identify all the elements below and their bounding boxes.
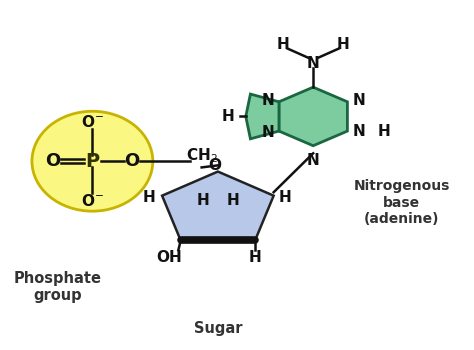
Text: H: H (227, 193, 239, 208)
Text: O$^{-}$: O$^{-}$ (81, 193, 104, 209)
Text: N: N (262, 125, 274, 140)
Text: O: O (45, 152, 61, 170)
Text: N: N (353, 93, 366, 107)
Text: OH: OH (156, 250, 182, 265)
Text: H: H (337, 37, 350, 51)
Text: N: N (307, 153, 319, 168)
Text: H: H (196, 193, 209, 208)
Text: H: H (221, 109, 234, 124)
Polygon shape (162, 172, 273, 240)
Text: N: N (262, 93, 274, 107)
Text: O$^{-}$: O$^{-}$ (81, 114, 104, 130)
Text: N: N (307, 56, 319, 71)
Text: O: O (124, 152, 139, 170)
Polygon shape (246, 94, 279, 139)
Polygon shape (279, 87, 347, 146)
Text: N: N (353, 124, 366, 139)
Text: Phosphate
group: Phosphate group (13, 271, 101, 303)
Text: P: P (85, 152, 100, 171)
Text: CH$_2$: CH$_2$ (186, 147, 218, 166)
Text: H: H (249, 250, 262, 265)
Text: Nitrogenous
base
(adenine): Nitrogenous base (adenine) (353, 179, 450, 226)
Text: O: O (209, 158, 221, 173)
Ellipse shape (32, 111, 153, 211)
Text: H: H (143, 190, 155, 205)
Text: Sugar: Sugar (193, 321, 242, 336)
Text: H: H (279, 190, 292, 205)
Text: H: H (378, 124, 391, 139)
Text: H: H (277, 37, 289, 51)
